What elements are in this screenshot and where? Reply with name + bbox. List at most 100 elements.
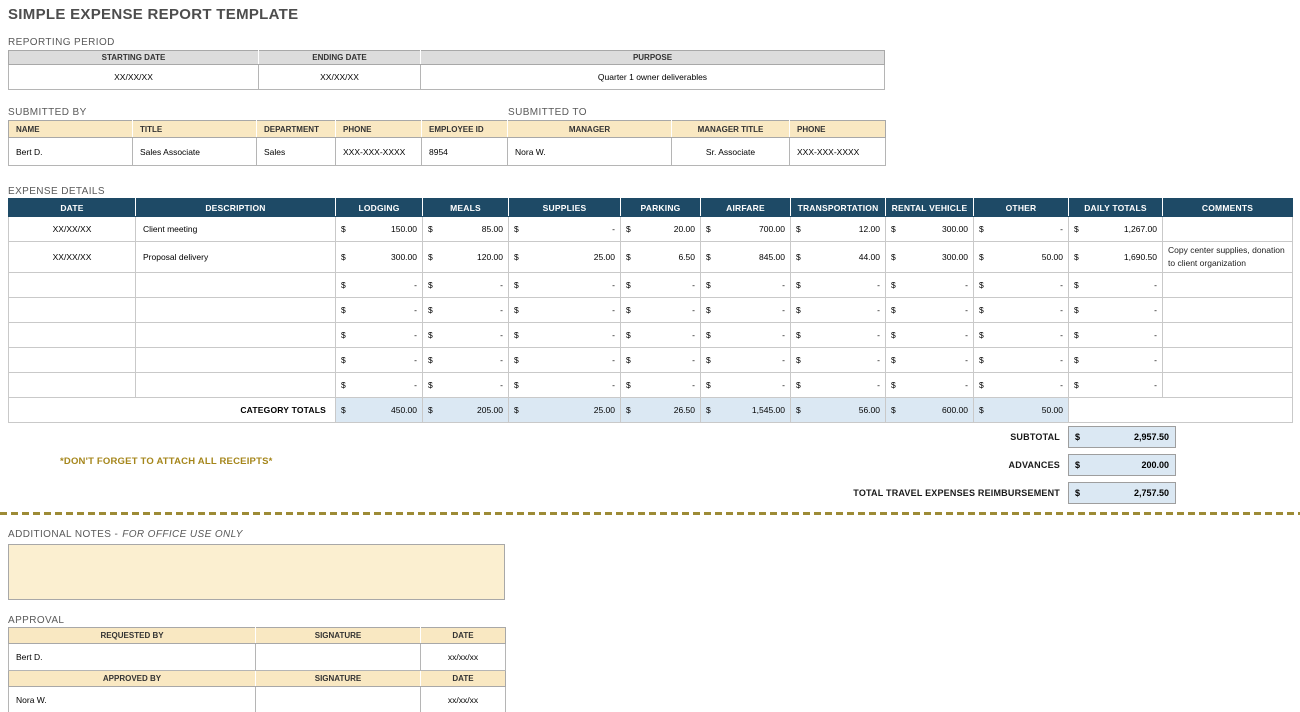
expense-amount-cell[interactable]: $ - [335,346,423,373]
expense-amount-cell[interactable]: $300.00 [885,216,974,242]
expense-amount-cell[interactable]: $ - [508,371,621,398]
expense-date-cell[interactable]: XX/XX/XX [8,216,136,242]
expense-amount-cell[interactable]: $ - [508,321,621,348]
expense-comments-cell[interactable] [1162,321,1293,348]
expense-amount-cell[interactable]: $ - [885,296,974,323]
expense-amount-cell[interactable]: $1,690.50 [1068,241,1163,273]
expense-amount-cell[interactable]: $ - [973,271,1069,298]
expense-amount-cell[interactable]: $ - [790,271,886,298]
expense-comments-cell[interactable] [1162,346,1293,373]
expense-comments-cell[interactable]: Copy center supplies, donation to client… [1162,241,1293,273]
department-cell[interactable]: Sales [256,137,336,166]
expense-amount-cell[interactable]: $50.00 [973,241,1069,273]
expense-comments-cell[interactable] [1162,271,1293,298]
expense-amount-cell[interactable]: $ - [790,346,886,373]
expense-amount-cell[interactable]: $ - [790,371,886,398]
expense-amount-cell[interactable]: $ - [1068,296,1163,323]
expense-comments-cell[interactable] [1162,296,1293,323]
expense-amount-cell[interactable]: $85.00 [422,216,509,242]
additional-notes-box[interactable] [8,544,505,600]
manager-title-cell[interactable]: Sr. Associate [671,137,790,166]
starting-date-cell[interactable]: XX/XX/XX [8,64,259,90]
expense-amount-cell[interactable]: $ - [790,321,886,348]
name-cell[interactable]: Bert D. [8,137,133,166]
expense-amount-cell[interactable]: $ - [700,346,791,373]
expense-amount-cell[interactable]: $ - [973,296,1069,323]
approved-by-signature-cell[interactable] [255,686,421,712]
expense-amount-cell[interactable]: $ - [620,371,701,398]
subtotal-value-cell[interactable]: $2,957.50 [1068,426,1176,448]
expense-amount-cell[interactable]: $700.00 [700,216,791,242]
expense-amount-cell[interactable]: $ - [885,321,974,348]
expense-amount-cell[interactable]: $ - [335,321,423,348]
expense-amount-cell[interactable]: $845.00 [700,241,791,273]
requested-by-signature-cell[interactable] [255,643,421,671]
expense-amount-cell[interactable]: $ - [422,321,509,348]
expense-amount-cell[interactable]: $ - [335,371,423,398]
expense-amount-cell[interactable]: $ - [508,346,621,373]
expense-amount-cell[interactable]: $ - [620,296,701,323]
expense-amount-cell[interactable]: $ - [620,321,701,348]
ending-date-cell[interactable]: XX/XX/XX [258,64,421,90]
expense-description-cell[interactable] [135,371,336,398]
expense-amount-cell[interactable]: $ - [422,296,509,323]
expense-amount-cell[interactable]: $ - [973,216,1069,242]
expense-description-cell[interactable] [135,296,336,323]
expense-amount-cell[interactable]: $ - [885,346,974,373]
expense-amount-cell[interactable]: $ - [885,271,974,298]
manager-phone-cell[interactable]: XXX-XXX-XXXX [789,137,886,166]
manager-cell[interactable]: Nora W. [507,137,672,166]
expense-amount-cell[interactable]: $ - [1068,346,1163,373]
expense-amount-cell[interactable]: $ - [790,296,886,323]
approved-by-name-cell[interactable]: Nora W. [8,686,256,712]
expense-amount-cell[interactable]: $1,267.00 [1068,216,1163,242]
expense-date-cell[interactable] [8,271,136,298]
title-cell[interactable]: Sales Associate [132,137,257,166]
expense-comments-cell[interactable] [1162,371,1293,398]
expense-amount-cell[interactable]: $ - [700,321,791,348]
requested-by-date-cell[interactable]: xx/xx/xx [420,643,506,671]
expense-amount-cell[interactable]: $ - [700,371,791,398]
expense-amount-cell[interactable]: $300.00 [885,241,974,273]
approved-by-date-cell[interactable]: xx/xx/xx [420,686,506,712]
expense-amount-cell[interactable]: $20.00 [620,216,701,242]
expense-amount-cell[interactable]: $ - [620,346,701,373]
phone-cell[interactable]: XXX-XXX-XXXX [335,137,422,166]
requested-by-name-cell[interactable]: Bert D. [8,643,256,671]
expense-description-cell[interactable] [135,346,336,373]
expense-amount-cell[interactable]: $ - [335,296,423,323]
expense-amount-cell[interactable]: $ - [335,271,423,298]
expense-amount-cell[interactable]: $ - [1068,271,1163,298]
expense-date-cell[interactable] [8,371,136,398]
expense-description-cell[interactable] [135,271,336,298]
purpose-cell[interactable]: Quarter 1 owner deliverables [420,64,885,90]
expense-amount-cell[interactable]: $ - [973,346,1069,373]
expense-amount-cell[interactable]: $6.50 [620,241,701,273]
expense-amount-cell[interactable]: $120.00 [422,241,509,273]
expense-amount-cell[interactable]: $25.00 [508,241,621,273]
expense-amount-cell[interactable]: $44.00 [790,241,886,273]
expense-amount-cell[interactable]: $300.00 [335,241,423,273]
expense-amount-cell[interactable]: $ - [700,296,791,323]
expense-amount-cell[interactable]: $ - [508,296,621,323]
expense-description-cell[interactable] [135,321,336,348]
advances-value-cell[interactable]: $200.00 [1068,454,1176,476]
employee-id-cell[interactable]: 8954 [421,137,508,166]
expense-amount-cell[interactable]: $ - [422,371,509,398]
expense-comments-cell[interactable] [1162,216,1293,242]
expense-amount-cell[interactable]: $ - [700,271,791,298]
expense-amount-cell[interactable]: $ - [973,371,1069,398]
expense-date-cell[interactable] [8,296,136,323]
expense-amount-cell[interactable]: $ - [422,346,509,373]
expense-amount-cell[interactable]: $ - [1068,371,1163,398]
total-reimbursement-value-cell[interactable]: $2,757.50 [1068,482,1176,504]
expense-amount-cell[interactable]: $ - [973,321,1069,348]
expense-description-cell[interactable]: Proposal delivery [135,241,336,273]
expense-date-cell[interactable] [8,346,136,373]
expense-date-cell[interactable] [8,321,136,348]
expense-amount-cell[interactable]: $ - [508,216,621,242]
expense-amount-cell[interactable]: $ - [885,371,974,398]
expense-amount-cell[interactable]: $150.00 [335,216,423,242]
expense-amount-cell[interactable]: $ - [620,271,701,298]
expense-date-cell[interactable]: XX/XX/XX [8,241,136,273]
